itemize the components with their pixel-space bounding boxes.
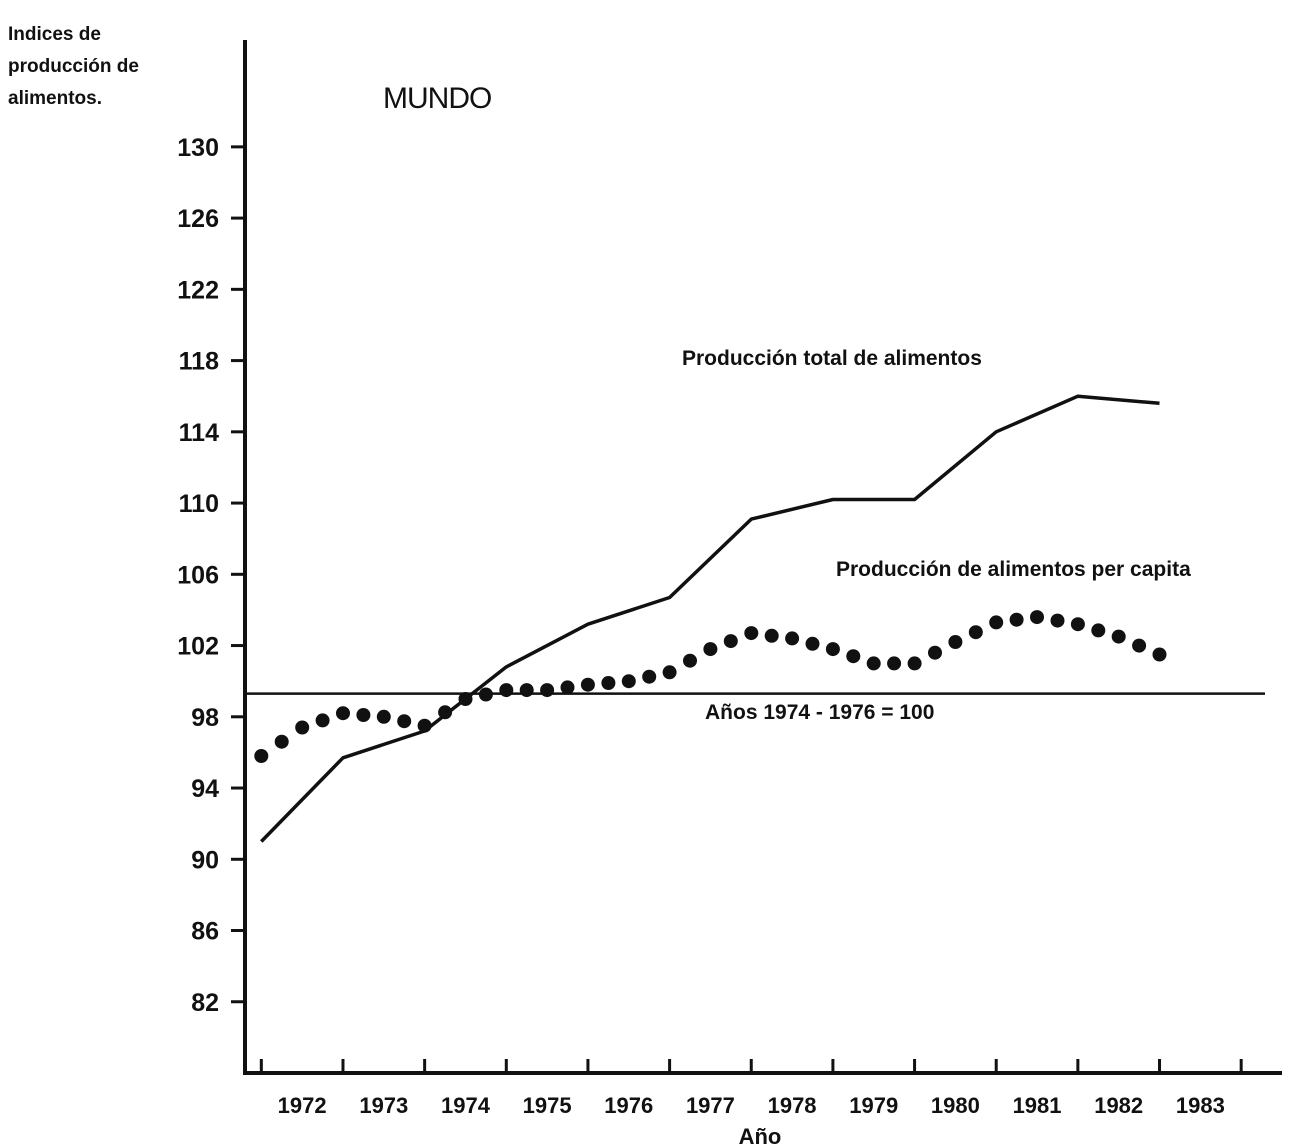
y-tick-label: 86: [191, 918, 219, 946]
x-tick-label: 1974: [441, 1093, 491, 1118]
x-ticks: 1972 1973 1974 1975 1976 1977 1978 1979 1980 1981…: [259, 1059, 1243, 1118]
per-capita-point: [968, 625, 983, 640]
per-capita-point: [1111, 629, 1126, 644]
per-capita-point: [846, 649, 861, 664]
per-capita-point: [254, 749, 269, 763]
y-tick-label: 102: [177, 633, 219, 661]
per-capita-point: [336, 706, 350, 721]
per-capita-point: [519, 683, 534, 698]
per-capita-point: [866, 656, 881, 671]
per-capita-point: [1070, 617, 1085, 632]
per-capita-point: [274, 734, 289, 749]
y-tick-label: 118: [179, 348, 219, 376]
per-capita-point: [642, 669, 657, 684]
x-tick-label: 1972: [278, 1093, 327, 1118]
x-tick-label: 1977: [686, 1093, 735, 1118]
per-capita-point: [948, 635, 963, 649]
per-capita-point: [683, 653, 697, 668]
annotation-total-production: Producción total de alimentos: [682, 347, 982, 370]
per-capita-point: [458, 692, 473, 706]
per-capita-point: [540, 683, 555, 698]
per-capita-point: [356, 708, 371, 722]
reference-line-label: Años 1974 - 1976 = 100: [705, 701, 934, 724]
y-tick-label: 98: [191, 704, 219, 732]
x-tick-label: 1981: [1013, 1093, 1062, 1118]
axes: [243, 40, 1282, 1075]
per-capita-point: [1132, 638, 1147, 653]
per-capita-point: [1009, 612, 1024, 627]
per-capita-point: [825, 642, 840, 657]
per-capita-point: [805, 636, 820, 651]
per-capita-point: [703, 642, 718, 657]
x-tick-label: 1978: [768, 1093, 817, 1118]
per-capita-point: [580, 677, 595, 692]
per-capita-point: [989, 615, 1004, 630]
per-capita-point: [1050, 613, 1065, 628]
per-capita-point: [438, 705, 453, 720]
per-capita-point: [499, 683, 514, 698]
y-axis-label-line-1: Indices de: [8, 24, 101, 45]
per-capita-point: [621, 674, 636, 689]
per-capita-point: [295, 720, 310, 735]
per-capita-point: [417, 718, 432, 733]
x-tick-label: 1976: [604, 1093, 653, 1118]
y-axis-label: Indices de producción de alimentos.: [8, 24, 139, 109]
y-tick-label: 122: [177, 276, 219, 304]
x-tick-label: 1979: [849, 1093, 898, 1118]
x-tick-label: 1975: [523, 1093, 572, 1118]
y-tick-label: 82: [191, 989, 219, 1017]
per-capita-point: [376, 709, 391, 724]
per-capita-point: [478, 687, 493, 702]
y-axis-label-line-3: alimentos.: [8, 88, 102, 109]
y-tick-label: 106: [177, 561, 219, 589]
per-capita-point: [785, 631, 800, 646]
y-axis-label-line-2: producción de: [8, 56, 139, 77]
series-line-total-production: [260, 394, 1160, 843]
per-capita-point: [723, 634, 738, 649]
y-tick-label: 110: [179, 490, 219, 518]
per-capita-point: [1152, 647, 1167, 662]
y-tick-label: 94: [191, 775, 219, 803]
per-capita-point: [928, 645, 942, 660]
annotation-per-capita-production: Producción de alimentos per capita: [836, 558, 1191, 581]
per-capita-point: [662, 665, 677, 680]
per-capita-point: [907, 656, 922, 671]
per-capita-point: [1030, 610, 1044, 625]
per-capita-point: [1091, 623, 1106, 638]
chart-title: MUNDO: [383, 82, 491, 115]
y-tick-label: 114: [179, 419, 219, 447]
x-tick-label: 1982: [1094, 1093, 1143, 1118]
y-ticks: 82 86 90 94 98 102 106 110 114 118 122 126 130: [177, 134, 245, 1017]
per-capita-point: [315, 713, 330, 728]
y-tick-label: 130: [177, 134, 219, 162]
per-capita-point: [601, 676, 616, 690]
per-capita-point: [560, 680, 575, 695]
y-tick-label: 126: [177, 205, 219, 233]
per-capita-point: [397, 714, 412, 729]
per-capita-point: [744, 626, 759, 641]
x-tick-label: 1973: [359, 1093, 408, 1118]
series-points-per-capita: [254, 610, 1167, 763]
y-tick-label: 90: [191, 846, 219, 874]
x-axis-label: Año: [739, 1124, 782, 1148]
x-tick-label: 1980: [931, 1093, 980, 1118]
x-tick-label: 1983: [1176, 1093, 1225, 1118]
per-capita-point: [764, 628, 779, 643]
per-capita-point: [887, 656, 902, 671]
